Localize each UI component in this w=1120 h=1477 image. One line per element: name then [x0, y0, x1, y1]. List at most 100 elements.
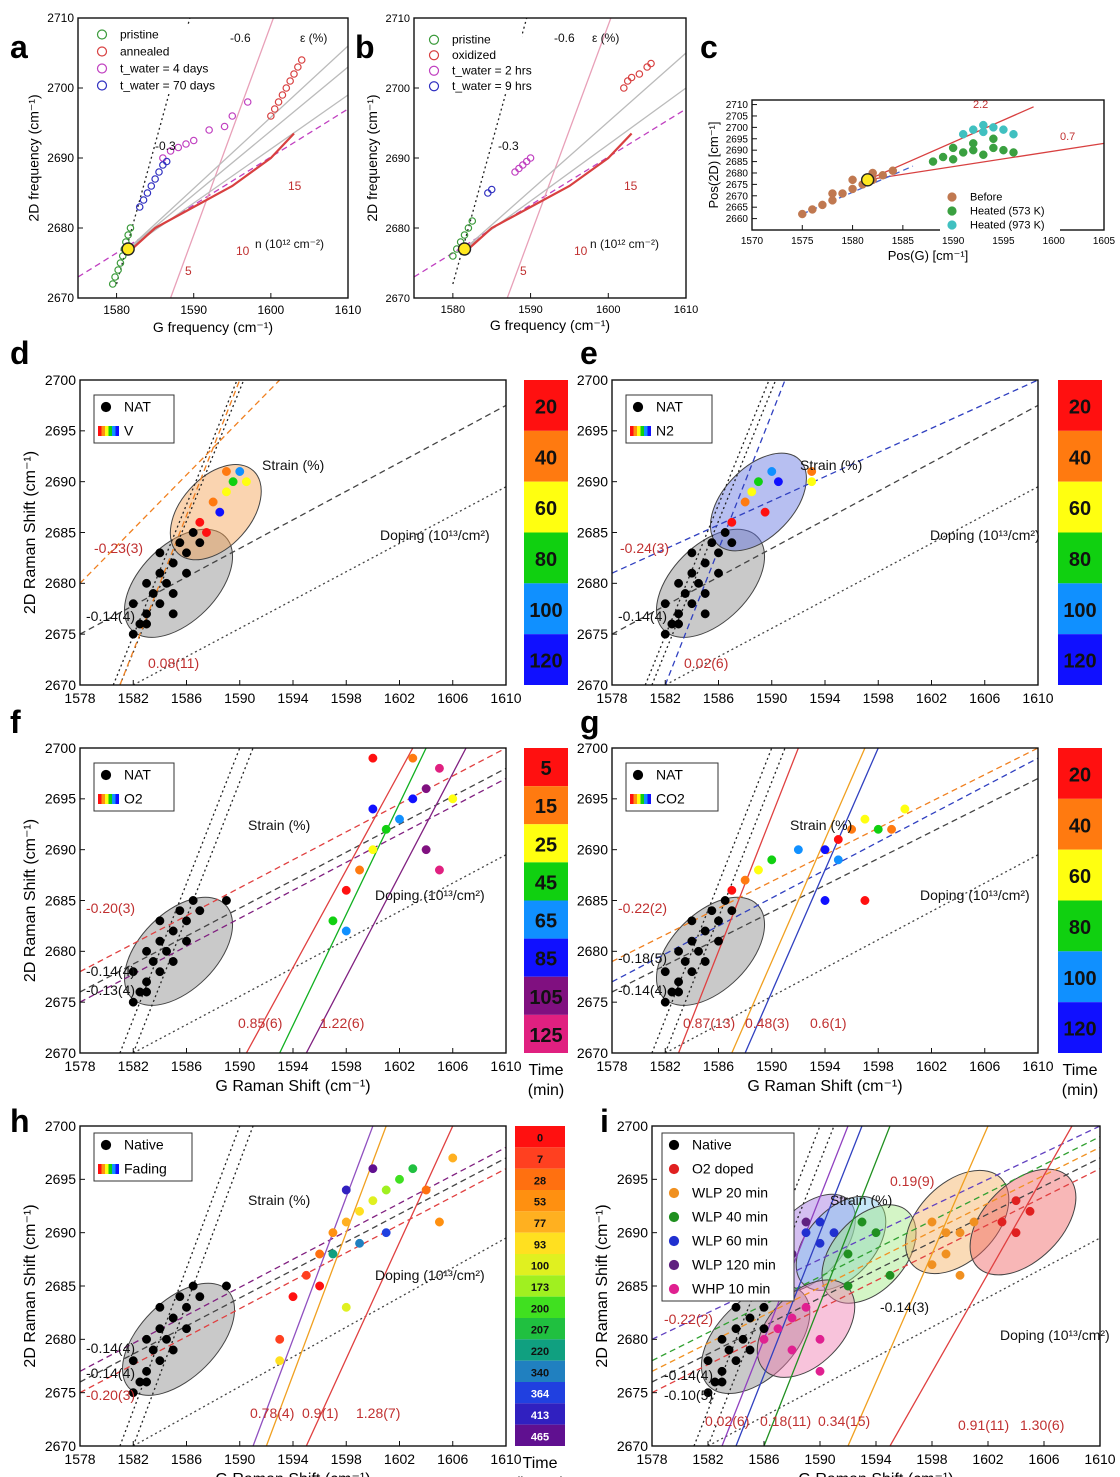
- point-t-water-2-hrs: [526, 154, 535, 162]
- panel-letter-e: e: [580, 335, 598, 371]
- x-axis-label: G Raman Shift (cm⁻¹): [215, 1078, 370, 1095]
- y-tick-label: 2690: [45, 842, 76, 858]
- annotation: Strain (%): [790, 817, 852, 833]
- point-wlp-40-min: [871, 1228, 881, 1238]
- colorbar-cell: [1058, 798, 1102, 850]
- x-axis-label: Pos(G) [cm⁻¹]: [888, 248, 969, 263]
- legend-rainbow-swatch: [637, 426, 641, 436]
- point-nat: [182, 568, 191, 578]
- colorbar-cell: [515, 1275, 565, 1297]
- x-tick-label: 1582: [650, 1058, 681, 1074]
- point-fading: [408, 1164, 418, 1174]
- point-nat: [720, 896, 730, 905]
- x-tick-label: 1578: [596, 1058, 627, 1074]
- point-native: [142, 1334, 152, 1344]
- legend-marker: [428, 34, 440, 45]
- point-heated-573-k-: [969, 139, 978, 148]
- point-nat: [674, 578, 684, 588]
- point-annealed: [297, 56, 306, 64]
- annotation: -0.24(3): [620, 540, 669, 556]
- point-native: [155, 1302, 165, 1312]
- legend-rainbow-swatch: [644, 426, 648, 436]
- point-nat: [128, 997, 138, 1007]
- point-nat: [687, 568, 697, 578]
- point-native: [738, 1334, 748, 1344]
- line-solid-1: [867, 142, 1104, 181]
- y-axis-label: 2D frequency (cm⁻¹): [364, 94, 380, 221]
- legend-marker: [100, 401, 112, 413]
- x-tick-label: 1580: [103, 303, 130, 317]
- colorbar-cell: [515, 1211, 565, 1233]
- point-t-water-70-days: [151, 175, 159, 183]
- x-tick-label: 1578: [64, 1058, 95, 1074]
- y-tick-label: 2670: [45, 1045, 76, 1061]
- line-dashed-1: [78, 108, 348, 278]
- legend-label: t_water = 2 hrs: [452, 64, 532, 78]
- point-fading: [368, 1164, 378, 1174]
- x-tick-label: 1582: [118, 1058, 149, 1074]
- point-whp-10-min: [773, 1324, 783, 1334]
- y-tick-label: 2660: [726, 214, 749, 225]
- point-whp-10-min: [815, 1334, 825, 1344]
- point-fading: [315, 1281, 325, 1291]
- point-native: [188, 1281, 198, 1291]
- point-native: [724, 1345, 734, 1355]
- x-tick-label: 1598: [916, 1451, 947, 1467]
- y-tick-label: 2675: [45, 994, 76, 1010]
- x-tick-label: 1600: [258, 303, 285, 317]
- colorbar-label: 125: [529, 1025, 562, 1047]
- line-solid-2: [169, 18, 275, 298]
- point-fading: [275, 1356, 285, 1366]
- annotation: -0.14(4): [664, 1367, 713, 1383]
- legend-rainbow-swatch: [108, 794, 112, 804]
- point-wlp-60-min: [801, 1228, 811, 1238]
- point-native: [717, 1366, 727, 1376]
- point-t-water-4-days: [220, 122, 229, 131]
- point-pristine: [124, 231, 132, 239]
- point-before: [818, 200, 827, 210]
- colorbar-cell: [1058, 748, 1102, 799]
- x-tick-label: 1586: [171, 690, 202, 706]
- x-tick-label: 1598: [331, 690, 362, 706]
- y-tick-label: 2700: [45, 1118, 76, 1134]
- y-tick-label: 2710: [47, 11, 74, 25]
- legend-label: Native: [692, 1137, 732, 1153]
- x-tick-label: 1606: [969, 690, 1000, 706]
- x-tick-label: 1598: [863, 690, 894, 706]
- y-tick-label: 2695: [577, 423, 608, 439]
- legend-label: WLP 20 min: [692, 1185, 768, 1201]
- colorbar-cell: [524, 380, 568, 431]
- point-nat: [142, 987, 152, 997]
- annotation: 0.78(4): [250, 1405, 294, 1421]
- point-nat: [162, 946, 171, 956]
- y-tick-label: 2685: [726, 157, 749, 168]
- point-co2: [727, 885, 737, 895]
- line-dashed-3: [80, 748, 506, 973]
- colorbar-label: 53: [534, 1197, 546, 1209]
- colorbar-label: 413: [531, 1410, 549, 1422]
- point-t-water-70-days: [159, 161, 167, 169]
- annotation: -0.14(4): [86, 1340, 135, 1356]
- colorbar-cell: [515, 1126, 565, 1148]
- line-dashed-4: [80, 1146, 506, 1372]
- line-solid-3: [464, 52, 686, 250]
- point-nat: [155, 599, 165, 609]
- colorbar-label: 120: [529, 651, 562, 673]
- point-whp-10-min: [815, 1366, 825, 1376]
- annotation: -0.14(3): [880, 1299, 929, 1315]
- x-tick-label: 1585: [892, 236, 915, 247]
- colorbar-label: 40: [1069, 447, 1091, 469]
- colorbar-cell: [1058, 900, 1102, 952]
- point-oxidized: [643, 63, 651, 71]
- legend-marker: [428, 50, 440, 61]
- colorbar-cell: [524, 976, 568, 1015]
- legend-marker: [100, 1139, 112, 1151]
- point-native: [703, 1388, 713, 1398]
- legend-marker: [947, 206, 957, 216]
- annotation: -0.23(3): [94, 540, 143, 556]
- line-solid-8: [735, 1126, 863, 1446]
- annotation: 0.9(1): [302, 1405, 339, 1421]
- y-tick-label: 2685: [45, 892, 76, 908]
- point-nat: [155, 936, 165, 946]
- line-dashed-5: [119, 380, 241, 685]
